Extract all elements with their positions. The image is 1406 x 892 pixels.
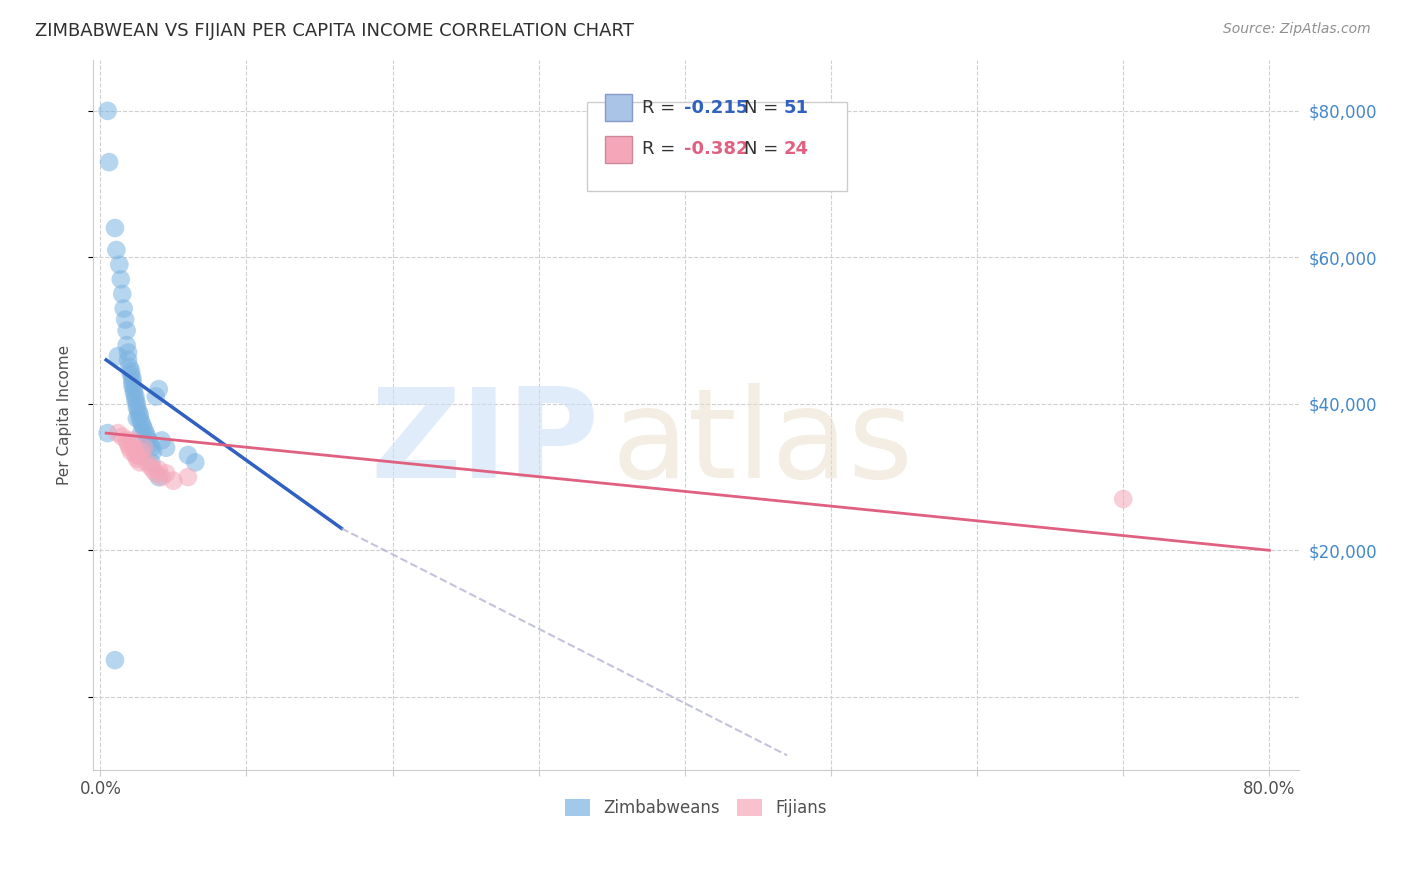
Point: [125, 397, 148, 411]
Point: [124, 393, 146, 408]
Point: [97, 103, 120, 118]
Point: [117, 352, 139, 367]
Text: N =: N =: [744, 99, 785, 117]
Point: [112, 301, 135, 316]
Point: [98, 155, 121, 169]
Point: [118, 441, 141, 455]
Text: R =: R =: [641, 140, 681, 158]
Point: [148, 470, 170, 484]
Point: [107, 426, 129, 441]
Point: [122, 441, 145, 455]
Text: R =: R =: [641, 99, 681, 117]
Point: [118, 360, 141, 375]
Point: [120, 364, 142, 378]
Point: [108, 258, 131, 272]
Text: 24: 24: [783, 140, 808, 158]
Point: [111, 430, 134, 444]
Point: [131, 418, 153, 433]
Point: [122, 385, 145, 400]
Point: [105, 243, 128, 257]
Point: [97, 426, 120, 441]
Point: [134, 441, 156, 455]
Point: [117, 437, 139, 451]
Point: [115, 324, 138, 338]
Point: [138, 434, 160, 448]
Point: [136, 455, 159, 469]
Point: [136, 430, 159, 444]
Point: [114, 312, 136, 326]
Point: [121, 378, 143, 392]
Point: [177, 448, 200, 462]
Point: [150, 434, 173, 448]
Point: [121, 434, 143, 448]
Point: [121, 371, 143, 385]
Point: [148, 382, 170, 396]
Point: [1112, 491, 1135, 506]
Text: N =: N =: [744, 140, 785, 158]
Point: [128, 408, 150, 422]
Point: [110, 272, 132, 286]
Point: [142, 444, 165, 458]
Point: [125, 451, 148, 466]
Point: [127, 404, 149, 418]
Point: [117, 345, 139, 359]
Point: [142, 463, 165, 477]
Point: [139, 437, 162, 451]
Point: [125, 401, 148, 415]
Point: [127, 448, 149, 462]
Text: ZIMBABWEAN VS FIJIAN PER CAPITA INCOME CORRELATION CHART: ZIMBABWEAN VS FIJIAN PER CAPITA INCOME C…: [35, 22, 634, 40]
Y-axis label: Per Capita Income: Per Capita Income: [58, 344, 72, 485]
Point: [115, 434, 138, 448]
Point: [129, 444, 152, 458]
Point: [145, 389, 167, 403]
Text: 51: 51: [783, 99, 808, 117]
Point: [125, 411, 148, 425]
Point: [139, 458, 162, 473]
Point: [128, 411, 150, 425]
Point: [141, 455, 163, 469]
Point: [155, 441, 177, 455]
Point: [129, 426, 152, 441]
Point: [141, 441, 163, 455]
Point: [124, 448, 146, 462]
Text: -0.215: -0.215: [683, 99, 748, 117]
FancyBboxPatch shape: [606, 95, 631, 121]
Point: [148, 463, 170, 477]
Point: [104, 653, 127, 667]
Text: atlas: atlas: [612, 383, 914, 504]
Point: [129, 415, 152, 429]
Point: [121, 375, 143, 389]
Text: ZIP: ZIP: [371, 383, 599, 504]
Point: [128, 455, 150, 469]
Point: [177, 470, 200, 484]
Text: -0.382: -0.382: [683, 140, 748, 158]
Text: Source: ZipAtlas.com: Source: ZipAtlas.com: [1223, 22, 1371, 37]
Point: [120, 368, 142, 382]
FancyBboxPatch shape: [588, 103, 846, 191]
Point: [134, 422, 156, 436]
Point: [184, 455, 207, 469]
Point: [120, 444, 142, 458]
FancyBboxPatch shape: [606, 136, 631, 162]
Point: [107, 349, 129, 363]
Point: [124, 389, 146, 403]
Point: [155, 467, 177, 481]
Point: [104, 221, 127, 235]
Point: [115, 338, 138, 352]
Point: [145, 467, 167, 481]
Legend: Zimbabweans, Fijians: Zimbabweans, Fijians: [557, 791, 835, 826]
Point: [135, 426, 157, 441]
Point: [122, 382, 145, 396]
Point: [150, 470, 173, 484]
Point: [111, 287, 134, 301]
Point: [162, 474, 184, 488]
